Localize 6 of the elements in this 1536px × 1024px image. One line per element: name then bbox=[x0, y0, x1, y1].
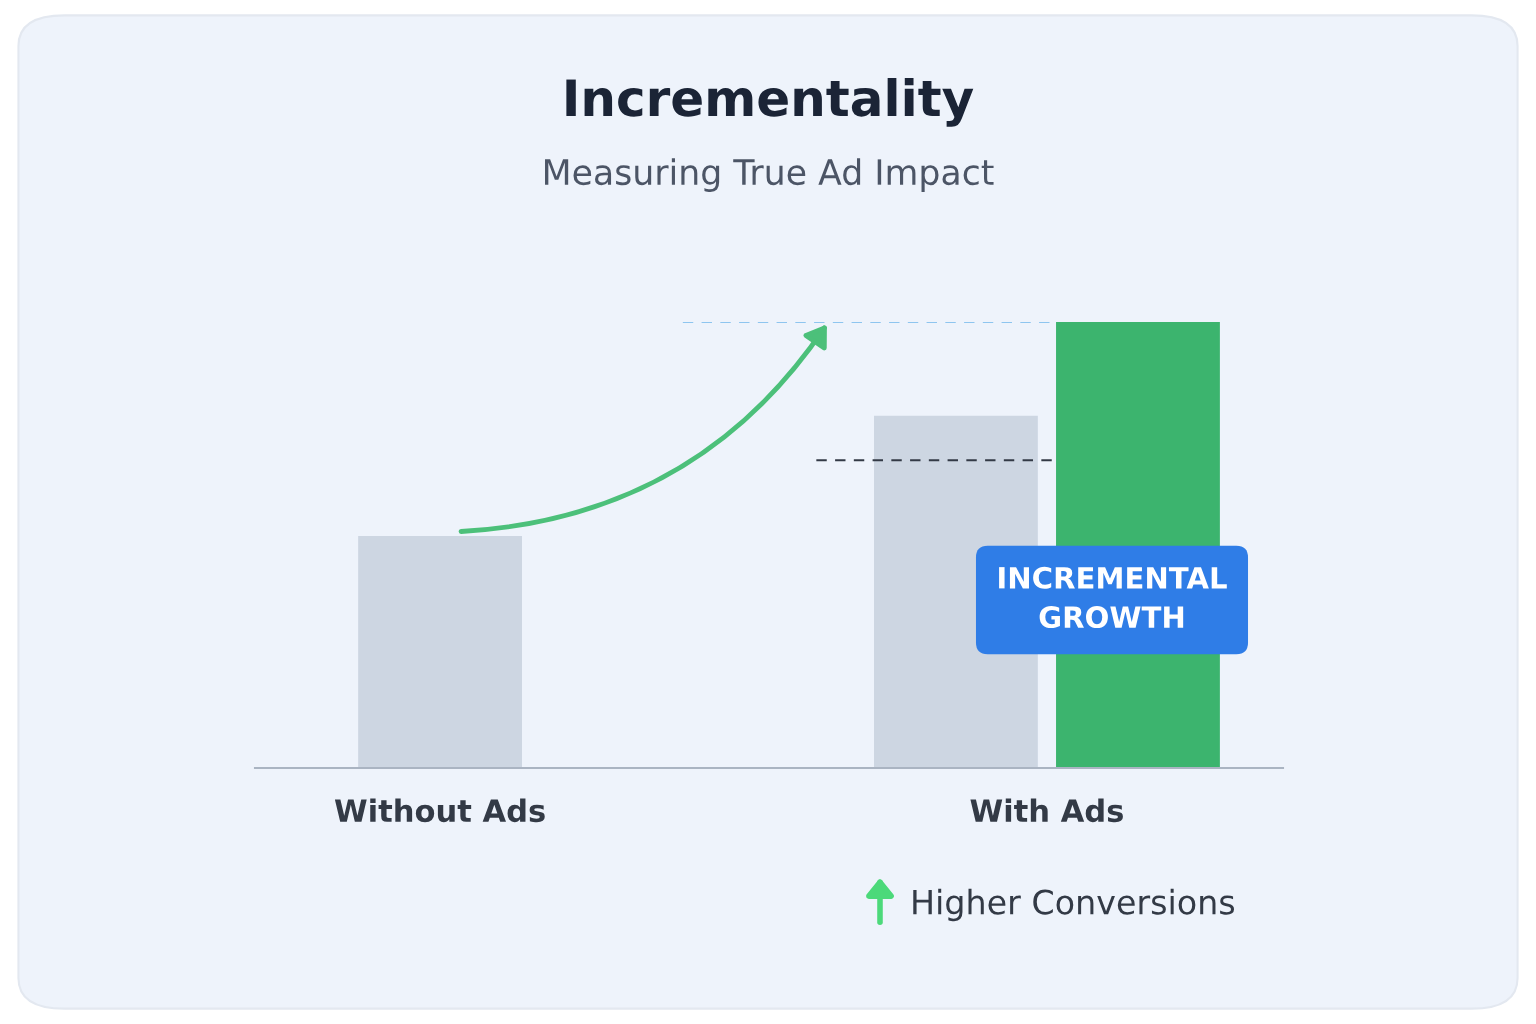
chart-title: Incrementality bbox=[566, 78, 974, 127]
x-tick-label: Without Ads bbox=[334, 798, 545, 823]
chart-subtitle: Measuring True Ad Impact bbox=[545, 158, 994, 192]
x-tick-label: With Ads bbox=[970, 798, 1123, 823]
annotation: INCREMENTAL GROWTH bbox=[999, 566, 1227, 629]
text: Higher Conversions bbox=[913, 888, 1235, 922]
